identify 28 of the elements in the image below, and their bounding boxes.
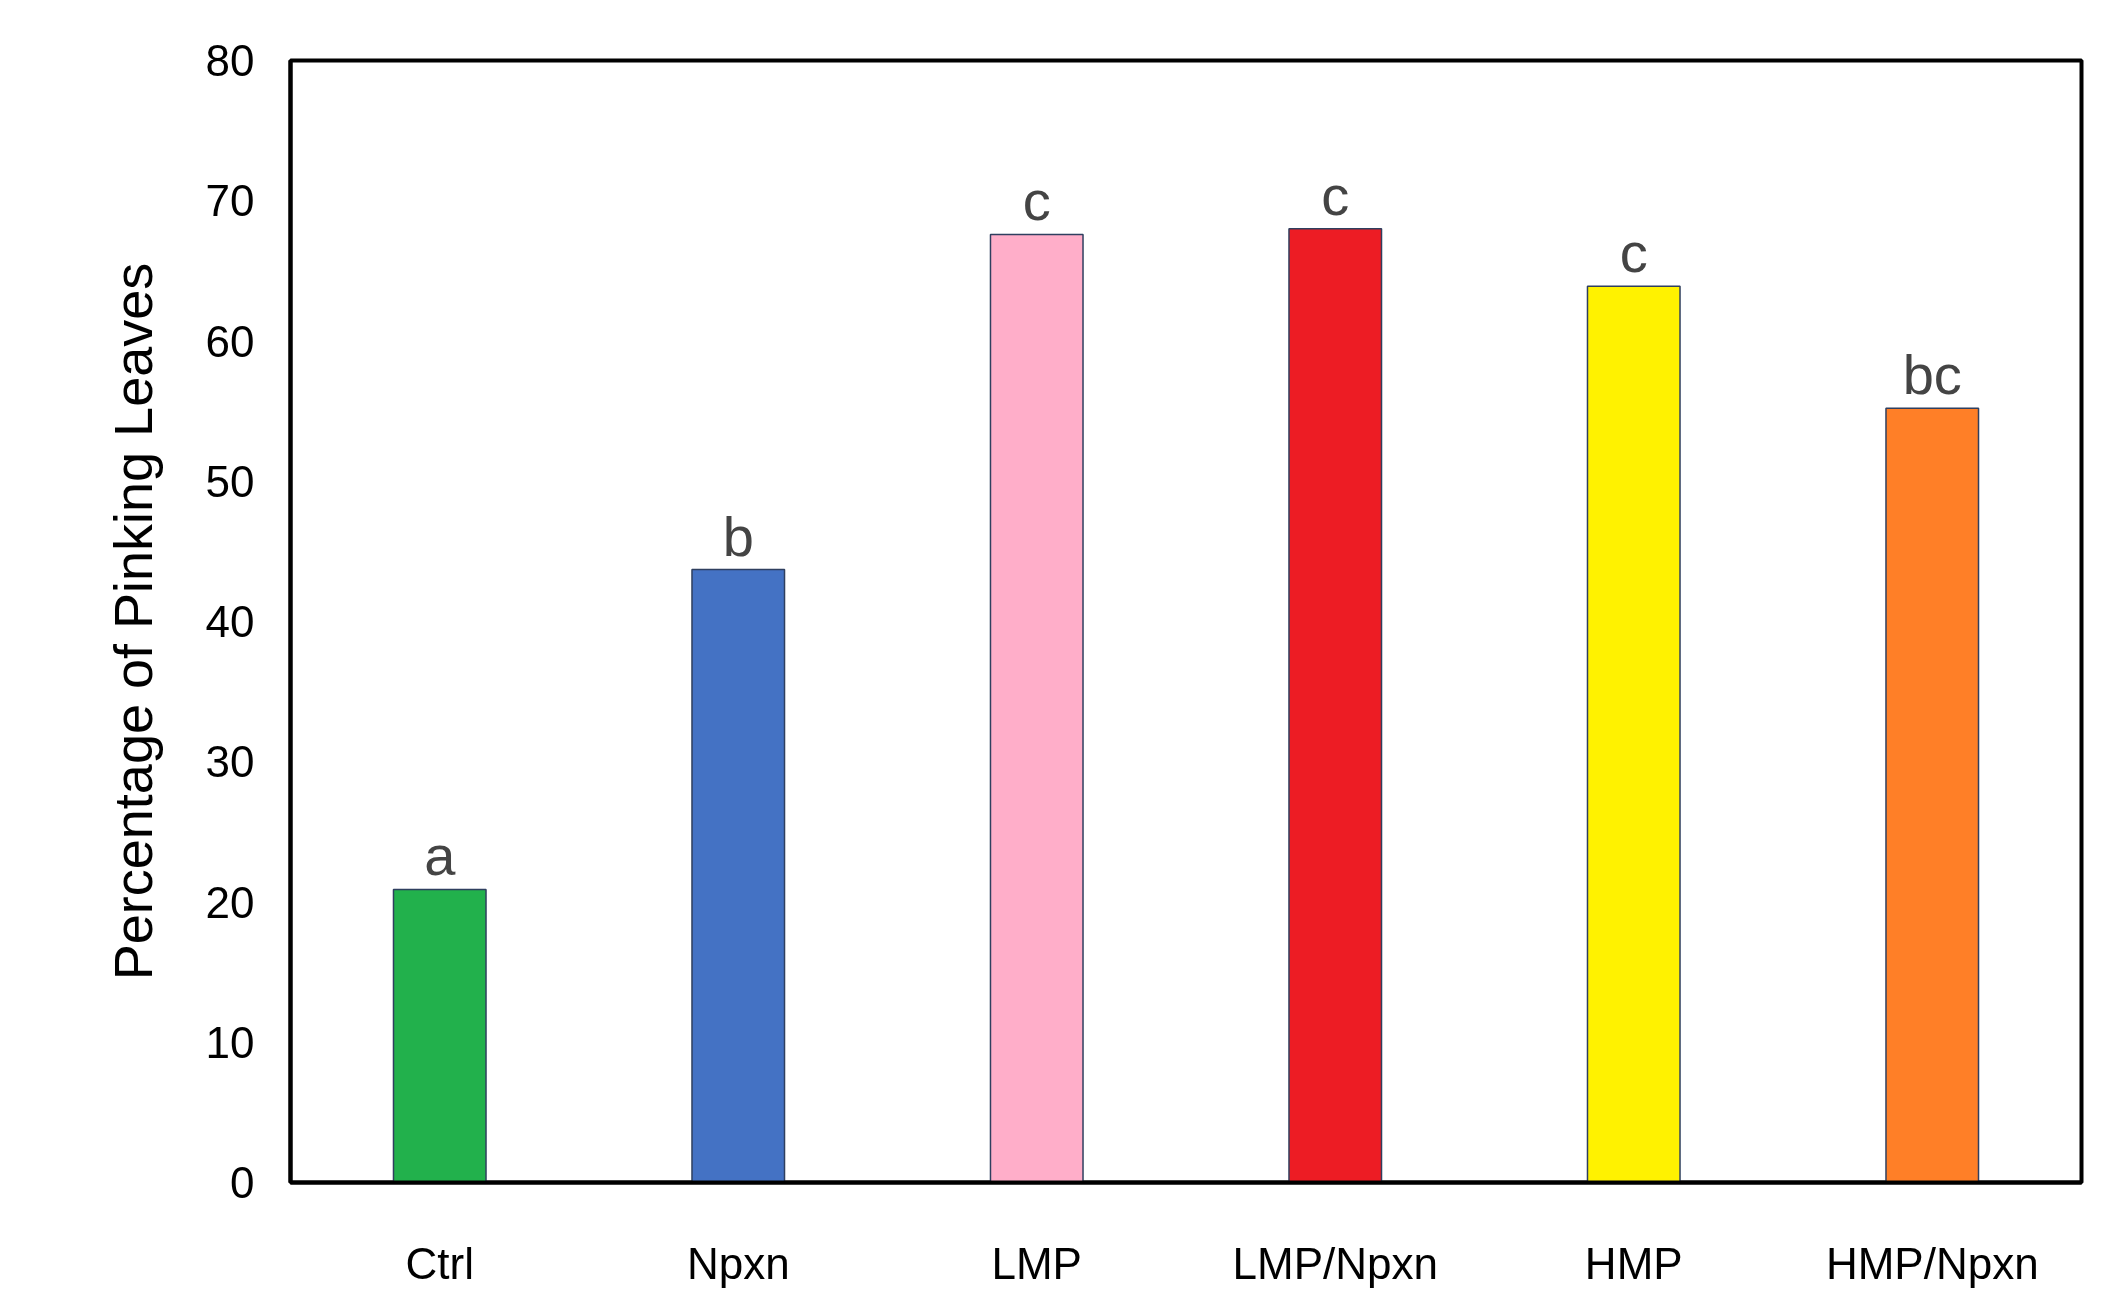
x-tick-label: LMP/Npxn	[1232, 1238, 1438, 1288]
y-tick-label: 40	[205, 597, 255, 646]
annotation: a	[424, 824, 457, 888]
bar	[1885, 407, 1980, 1183]
bar	[691, 568, 786, 1183]
bar	[1586, 285, 1681, 1183]
annotation: c	[1022, 169, 1051, 233]
x-tick-label: HMP	[1584, 1238, 1683, 1288]
annotation: c	[1619, 221, 1648, 285]
y-tick-label: 80	[205, 36, 255, 85]
y-tick-label: 50	[205, 456, 255, 506]
annotation: bc	[1902, 343, 1962, 407]
x-tick-label: Npxn	[686, 1238, 790, 1288]
bar	[1288, 228, 1383, 1183]
y-tick-label: 70	[205, 176, 255, 226]
y-tick-label: 10	[205, 1017, 255, 1067]
y-tick-label: 30	[205, 737, 255, 787]
y-tick-label: 60	[205, 316, 255, 366]
annotation: c	[1321, 163, 1350, 227]
bar	[392, 888, 487, 1183]
annotation: b	[722, 504, 754, 568]
y-tick-label: 0	[230, 1158, 255, 1207]
x-tick-label: Ctrl	[405, 1238, 474, 1288]
y-tick-label: 20	[205, 877, 255, 927]
x-tick-label: LMP	[991, 1238, 1082, 1288]
y-axis-title: Percentage of Pinking Leaves	[102, 262, 163, 981]
bar	[989, 233, 1084, 1183]
x-tick-label: HMP/Npxn	[1825, 1238, 2039, 1288]
